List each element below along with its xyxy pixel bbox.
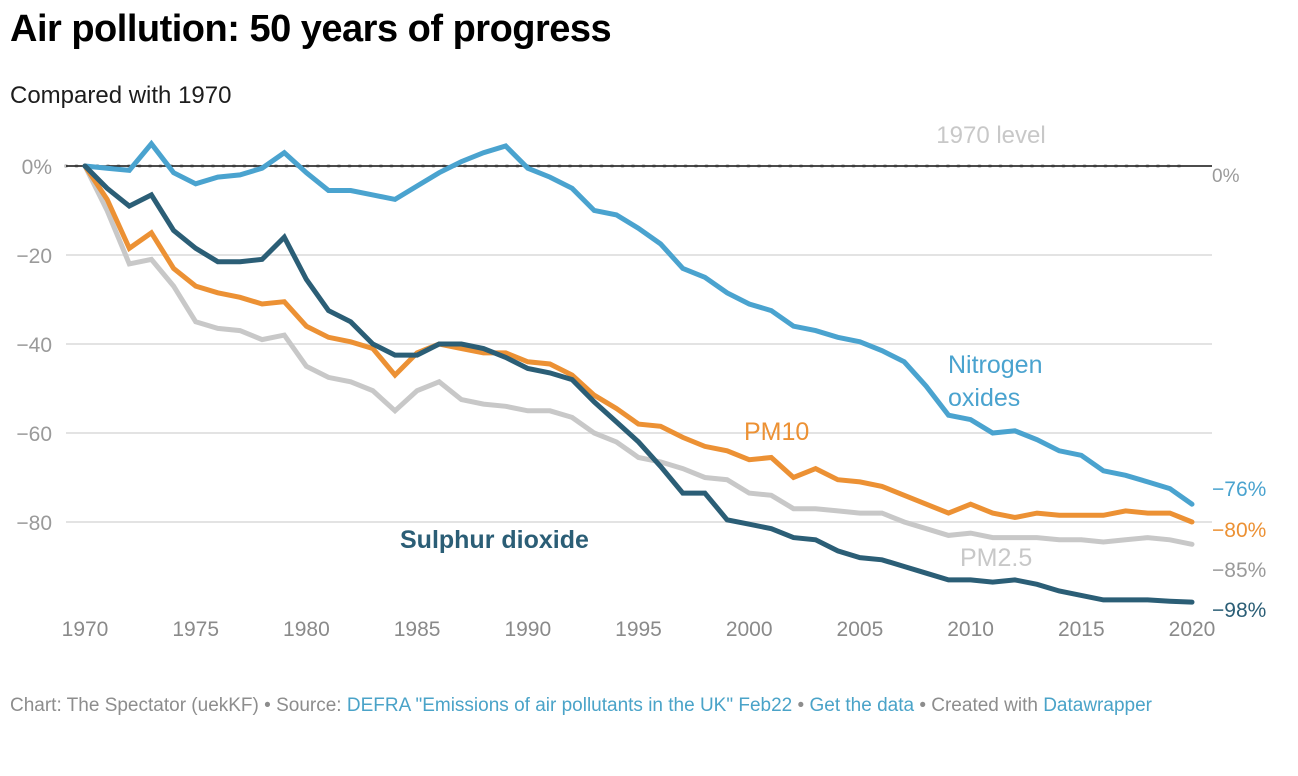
end-value-labels: −76% −80% −85% −98% xyxy=(1212,478,1266,622)
line-chart: 0% −20 −40 −60 −80 1970 1975 1980 1985 1990 1995 2… xyxy=(16,122,1266,641)
series-line-sulphur-dioxide xyxy=(82,163,1195,605)
series-label-pm2-5: PM2.5 xyxy=(960,544,1032,572)
footer-credit: Chart: The Spectator (uekKF) • Source: xyxy=(10,695,347,716)
y-axis-ticks: 0% −20 −40 −60 −80 xyxy=(16,156,52,535)
x-tick-label: 1970 xyxy=(62,618,109,641)
end-label-pm10: −80% xyxy=(1212,519,1266,542)
x-tick-label: 2005 xyxy=(837,618,884,641)
series-line-pm10 xyxy=(82,163,1195,525)
series-lines xyxy=(82,139,1195,605)
series-label-nitrogen-oxides: oxides xyxy=(948,384,1020,412)
datawrapper-link[interactable]: Datawrapper xyxy=(1043,695,1152,716)
end-label-nitrogen-oxides: −76% xyxy=(1212,478,1266,501)
source-link[interactable]: DEFRA "Emissions of air pollutants in th… xyxy=(346,695,793,716)
x-axis-ticks: 1970 1975 1980 1985 1990 1995 2000 2005 2010 2015… xyxy=(62,618,1216,641)
chart-title: Air pollution: 50 years of progress xyxy=(10,8,612,50)
reference-end-label: 0% xyxy=(1212,166,1240,187)
reference-line-group: 1970 level 0% xyxy=(64,122,1240,187)
y-tick-label: −40 xyxy=(16,334,52,357)
chart-footer: Chart: The Spectator (uekKF) • Source: D… xyxy=(10,690,1210,721)
series-label-nitrogen-oxides: Nitrogen xyxy=(948,351,1043,379)
series-label-pm10: PM10 xyxy=(744,418,809,446)
chart-subtitle: Compared with 1970 xyxy=(10,82,232,109)
x-tick-label: 1990 xyxy=(504,618,551,641)
end-label-pm2-5: −85% xyxy=(1212,559,1266,582)
x-tick-label: 2010 xyxy=(947,618,994,641)
series-line-nitrogen-oxides xyxy=(82,139,1195,507)
y-tick-label: 0% xyxy=(22,156,52,179)
x-tick-label: 1985 xyxy=(394,618,441,641)
x-tick-label: 1980 xyxy=(283,618,330,641)
series-line-pm2-5 xyxy=(82,163,1195,547)
y-tick-label: −20 xyxy=(16,245,52,268)
reference-line-label: 1970 level xyxy=(936,122,1045,149)
footer-created-with: • Created with xyxy=(914,695,1044,716)
x-tick-label: 1975 xyxy=(172,618,219,641)
x-tick-label: 2020 xyxy=(1169,618,1216,641)
get-the-data-link[interactable]: Get the data xyxy=(809,695,915,716)
y-tick-label: −60 xyxy=(16,423,52,446)
x-tick-label: 2015 xyxy=(1058,618,1105,641)
x-tick-label: 1995 xyxy=(615,618,662,641)
series-labels: Nitrogen oxides PM10 PM2.5 Sulphur dioxide xyxy=(400,351,1043,572)
end-label-sulphur-dioxide: −98% xyxy=(1212,599,1266,622)
x-tick-label: 2000 xyxy=(726,618,773,641)
y-tick-label: −80 xyxy=(16,512,52,535)
series-label-sulphur-dioxide: Sulphur dioxide xyxy=(400,526,589,554)
footer-separator: • xyxy=(792,695,810,716)
